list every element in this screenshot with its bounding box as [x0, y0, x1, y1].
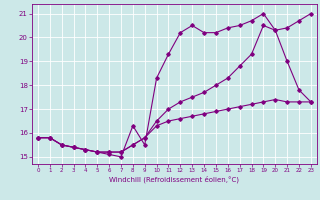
X-axis label: Windchill (Refroidissement éolien,°C): Windchill (Refroidissement éolien,°C) [109, 176, 239, 183]
